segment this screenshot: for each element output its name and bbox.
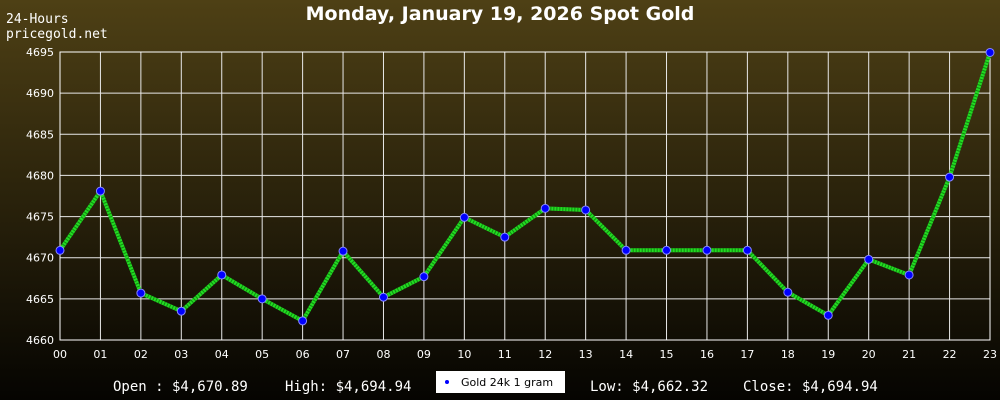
point <box>985 47 995 57</box>
x-tick-label: 15 <box>660 348 674 361</box>
x-tick-label: 18 <box>781 348 795 361</box>
footer-stat: High: $4,694.94 <box>285 379 411 395</box>
point <box>945 172 955 182</box>
point <box>55 245 65 255</box>
x-tick-label: 23 <box>983 348 997 361</box>
x-tick-label: 10 <box>457 348 471 361</box>
chart-title: Monday, January 19, 2026 Spot Gold <box>306 3 695 25</box>
y-tick-label: 4660 <box>26 334 54 347</box>
footer-stat: Low: $4,662.32 <box>590 379 708 395</box>
corner-text: pricegold.net <box>6 27 108 42</box>
x-tick-label: 19 <box>821 348 835 361</box>
point <box>904 270 914 280</box>
point <box>540 203 550 213</box>
point <box>136 288 146 298</box>
legend-box <box>436 371 565 393</box>
x-tick-label: 11 <box>498 348 512 361</box>
point <box>217 270 227 280</box>
legend-marker <box>445 380 449 384</box>
x-tick-label: 09 <box>417 348 431 361</box>
point <box>823 310 833 320</box>
point <box>378 292 388 302</box>
x-tick-label: 12 <box>538 348 552 361</box>
point <box>459 212 469 222</box>
x-tick-label: 16 <box>700 348 714 361</box>
line-texture <box>58 51 992 324</box>
point <box>419 272 429 282</box>
point <box>581 205 591 215</box>
x-tick-label: 08 <box>376 348 390 361</box>
corner-text: 24-Hours <box>6 12 69 27</box>
x-tick-label: 17 <box>740 348 754 361</box>
point <box>621 245 631 255</box>
x-tick-label: 20 <box>862 348 876 361</box>
x-tick-label: 14 <box>619 348 633 361</box>
footer-stat: Open : $4,670.89 <box>113 379 248 395</box>
point <box>783 287 793 297</box>
point <box>338 246 348 256</box>
y-tick-label: 4680 <box>26 169 54 182</box>
y-tick-label: 4695 <box>26 46 54 59</box>
point <box>176 306 186 316</box>
point <box>500 232 510 242</box>
y-tick-label: 4690 <box>26 87 54 100</box>
y-tick-label: 4670 <box>26 252 54 265</box>
x-tick-label: 07 <box>336 348 350 361</box>
point <box>662 245 672 255</box>
x-tick-label: 03 <box>174 348 188 361</box>
y-tick-label: 4675 <box>26 211 54 224</box>
point <box>257 294 267 304</box>
point <box>864 254 874 264</box>
x-tick-label: 02 <box>134 348 148 361</box>
x-tick-label: 01 <box>93 348 107 361</box>
x-tick-label: 22 <box>943 348 957 361</box>
point <box>742 245 752 255</box>
y-tick-label: 4665 <box>26 293 54 306</box>
point <box>298 316 308 326</box>
plot-frame <box>59 51 991 341</box>
legend-label: Gold 24k 1 gram <box>461 376 553 389</box>
x-tick-label: 06 <box>296 348 310 361</box>
point <box>95 186 105 196</box>
x-tick-label: 05 <box>255 348 269 361</box>
x-tick-label: 21 <box>902 348 916 361</box>
point <box>702 245 712 255</box>
x-tick-label: 04 <box>215 348 229 361</box>
y-tick-label: 4685 <box>26 128 54 141</box>
x-tick-label: 00 <box>53 348 67 361</box>
x-tick-label: 13 <box>579 348 593 361</box>
footer-stat: Close: $4,694.94 <box>743 379 878 395</box>
